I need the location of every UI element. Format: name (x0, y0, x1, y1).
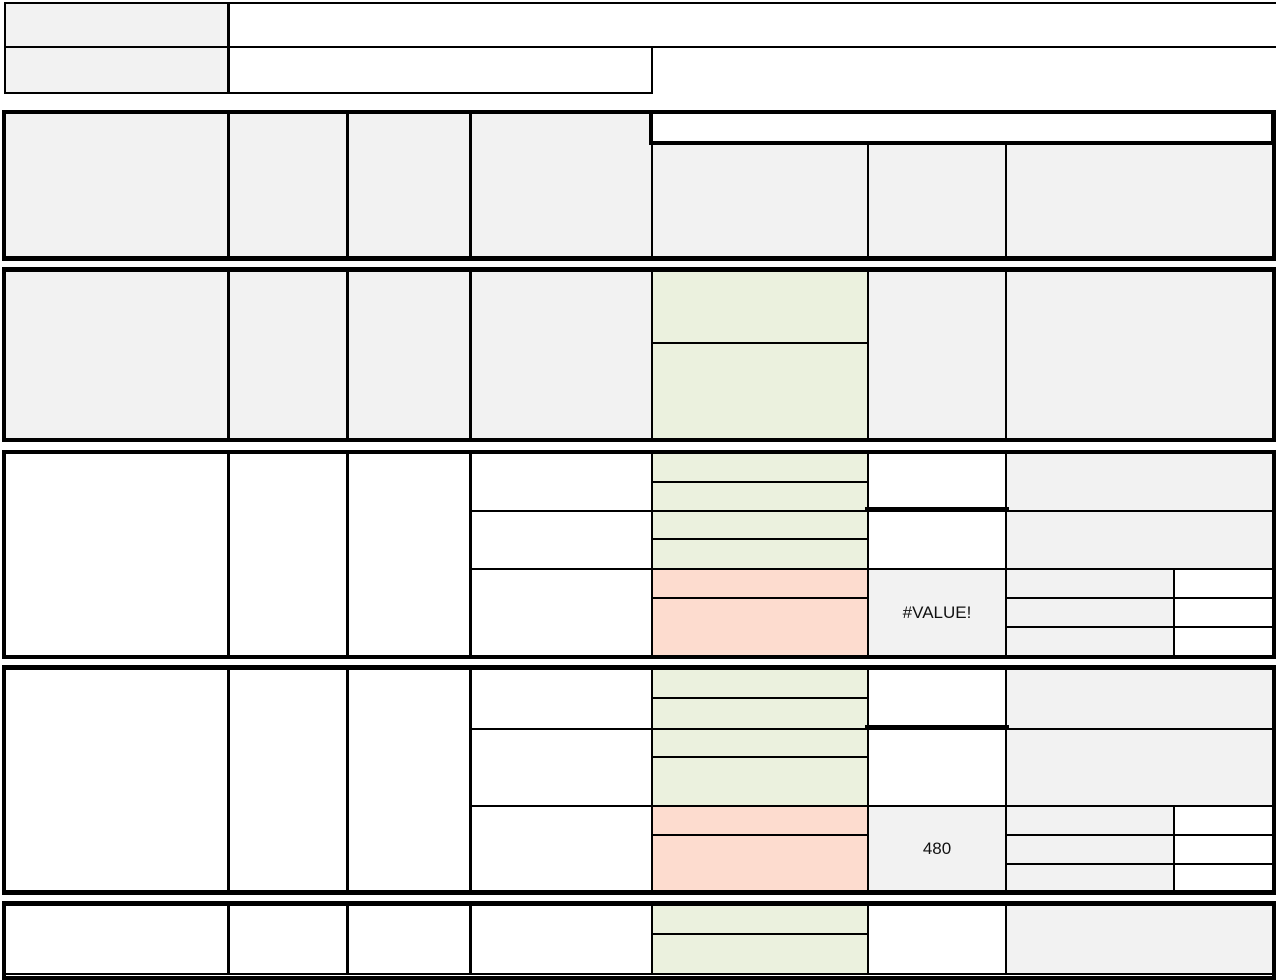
spreadsheet-cell[interactable] (1005, 834, 1175, 865)
spreadsheet-cell[interactable] (867, 270, 1007, 440)
spreadsheet-cell[interactable] (651, 112, 1274, 144)
spreadsheet-cell[interactable] (651, 342, 869, 440)
spreadsheet-cell[interactable] (228, 452, 348, 657)
spreadsheet-cell[interactable] (1005, 805, 1175, 836)
spreadsheet-cell[interactable] (867, 668, 1007, 730)
spreadsheet-cell[interactable] (867, 728, 1007, 807)
spreadsheet-cell[interactable] (470, 904, 653, 975)
spreadsheet-cell[interactable] (4, 668, 229, 893)
spreadsheet-cell[interactable] (867, 142, 1007, 258)
spreadsheet-cell[interactable] (228, 2, 1276, 48)
spreadsheet-cell[interactable] (470, 452, 653, 512)
spreadsheet-cell[interactable] (651, 538, 869, 570)
spreadsheet-cell[interactable] (1005, 452, 1274, 512)
spreadsheet-cell[interactable] (651, 756, 869, 807)
spreadsheet-cell[interactable] (651, 568, 869, 599)
spreadsheet-cell[interactable] (228, 904, 348, 975)
spreadsheet-cell[interactable] (228, 668, 348, 893)
spreadsheet-cell[interactable] (228, 112, 348, 258)
spreadsheet-cell[interactable] (4, 46, 229, 94)
spreadsheet-cell[interactable] (651, 668, 869, 699)
spreadsheet-cell[interactable] (4, 2, 229, 48)
spreadsheet-cell[interactable] (1005, 626, 1175, 657)
spreadsheet-cell[interactable] (651, 142, 869, 258)
spreadsheet-cell[interactable] (1005, 568, 1175, 599)
spreadsheet-cell[interactable] (651, 834, 869, 893)
spreadsheet-cell[interactable] (1173, 626, 1274, 657)
spreadsheet-cell[interactable] (1005, 668, 1274, 730)
spreadsheet-cell[interactable] (4, 270, 229, 440)
spreadsheet-cell[interactable] (1005, 142, 1274, 258)
spreadsheet-cell[interactable] (228, 46, 653, 94)
spreadsheet-cell[interactable] (867, 452, 1007, 512)
spreadsheet-cell[interactable] (4, 112, 229, 258)
spreadsheet-cell[interactable] (1005, 270, 1274, 440)
spreadsheet-cell[interactable] (651, 933, 869, 975)
value-cell[interactable]: 480 (867, 805, 1007, 893)
spreadsheet-cell[interactable] (1005, 728, 1274, 807)
spreadsheet-cell[interactable] (1173, 805, 1274, 836)
section-border (2, 655, 1276, 669)
spreadsheet-cell[interactable] (1173, 597, 1274, 628)
spreadsheet-cell[interactable] (651, 270, 869, 344)
spreadsheet-cell[interactable] (4, 452, 229, 657)
spreadsheet-cell[interactable] (470, 510, 653, 570)
spreadsheet-cell[interactable] (470, 805, 653, 893)
spreadsheet-cell[interactable] (470, 728, 653, 807)
spreadsheet-cell[interactable] (1005, 510, 1274, 570)
spreadsheet-cell[interactable] (470, 112, 653, 258)
value-cell[interactable]: #VALUE! (867, 568, 1007, 657)
spreadsheet-cell[interactable] (651, 805, 869, 836)
spreadsheet-cell[interactable] (867, 904, 1007, 975)
spreadsheet-cell[interactable] (651, 728, 869, 758)
spreadsheet-cell[interactable] (651, 452, 869, 483)
spreadsheet-cell[interactable] (651, 697, 869, 730)
spreadsheet-cell[interactable] (470, 668, 653, 730)
spreadsheet-cell[interactable] (1173, 834, 1274, 865)
spreadsheet-cell[interactable] (1005, 597, 1175, 628)
spreadsheet-cell[interactable] (867, 510, 1007, 570)
spreadsheet-cell[interactable] (4, 904, 229, 975)
spreadsheet-cell[interactable] (347, 270, 471, 440)
spreadsheet-cell[interactable] (651, 597, 869, 657)
spreadsheet-cell[interactable] (347, 112, 471, 258)
spreadsheet-cell[interactable] (651, 904, 869, 935)
spreadsheet-cell[interactable] (651, 481, 869, 512)
spreadsheet-cell[interactable] (1173, 568, 1274, 599)
spreadsheet-cell[interactable] (470, 568, 653, 657)
spreadsheet-cell[interactable] (470, 270, 653, 440)
spreadsheet-cell[interactable] (347, 668, 471, 893)
spreadsheet-cell[interactable] (1173, 863, 1274, 893)
spreadsheet-cell[interactable] (347, 452, 471, 657)
spreadsheet-cell[interactable] (1005, 904, 1274, 975)
spreadsheet-cell[interactable] (228, 270, 348, 440)
spreadsheet-cell[interactable] (651, 510, 869, 540)
section-border (2, 257, 1276, 271)
spreadsheet-cell[interactable] (1005, 863, 1175, 893)
spreadsheet-cell[interactable] (347, 904, 471, 975)
